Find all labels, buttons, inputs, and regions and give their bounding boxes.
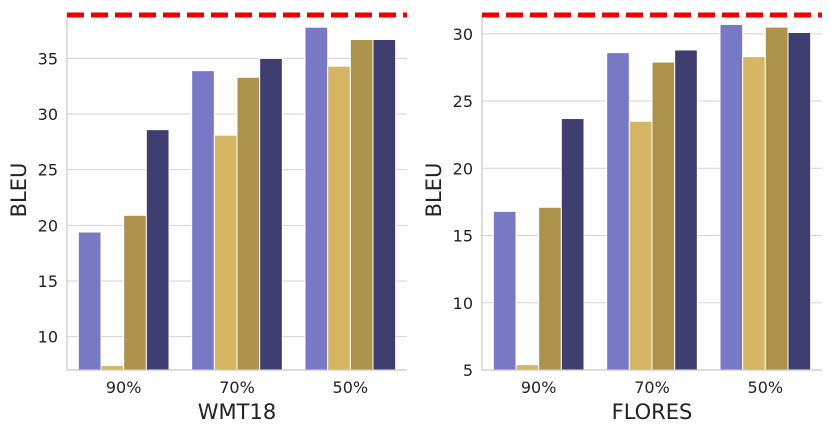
y-tick-label: 15 bbox=[453, 227, 473, 246]
x-axis-label: WMT18 bbox=[198, 400, 276, 424]
y-tick-label: 5 bbox=[463, 361, 473, 380]
x-axis-label: FLORES bbox=[612, 400, 693, 424]
x-tick-label: 50% bbox=[333, 378, 369, 397]
y-tick-label: 30 bbox=[38, 105, 58, 124]
bar-50pct-series-1 bbox=[304, 26, 329, 371]
bar-70pct-series-3 bbox=[651, 61, 676, 371]
bar-70pct-series-4 bbox=[259, 57, 283, 371]
bar-70pct-series-1 bbox=[606, 52, 630, 371]
bar-50pct-series-2 bbox=[327, 65, 351, 371]
bar-90pct-series-3 bbox=[123, 214, 147, 371]
bar-50pct-series-1 bbox=[719, 23, 744, 371]
bar-50pct-series-3 bbox=[349, 38, 374, 371]
bar-70pct-series-1 bbox=[191, 70, 215, 371]
x-tick-label: 50% bbox=[748, 378, 784, 397]
chart-flores: BLEU FLORES 5 10 15 20 25 30 90% 70% 50% bbox=[422, 12, 822, 424]
bar-90pct-series-2 bbox=[515, 364, 540, 371]
y-axis-label: BLEU bbox=[7, 163, 31, 218]
y-tick-label: 10 bbox=[453, 294, 473, 313]
chart-wmt18: BLEU WMT18 10 15 20 25 30 35 90% 70% 50% bbox=[7, 12, 407, 424]
y-tick-label: 30 bbox=[453, 25, 473, 44]
bar-70pct-series-4 bbox=[674, 49, 698, 371]
bar-70pct-series-2 bbox=[213, 134, 238, 371]
y-tick-label: 20 bbox=[453, 159, 473, 178]
y-tick-label: 15 bbox=[38, 272, 58, 291]
y-tick-label: 20 bbox=[38, 216, 58, 235]
y-tick-label: 35 bbox=[38, 49, 58, 68]
y-axis-label: BLEU bbox=[422, 163, 446, 218]
bar-50pct-series-4 bbox=[372, 38, 397, 371]
y-tick-label: 25 bbox=[453, 92, 473, 111]
bar-70pct-series-3 bbox=[236, 76, 261, 371]
bar-90pct-series-2 bbox=[100, 365, 125, 371]
x-tick-label: 70% bbox=[634, 378, 670, 397]
x-tick-label: 90% bbox=[521, 378, 557, 397]
bar-70pct-series-2 bbox=[628, 120, 653, 371]
y-tick-label: 25 bbox=[38, 161, 58, 180]
bar-50pct-series-3 bbox=[764, 26, 789, 371]
bar-50pct-series-4 bbox=[787, 31, 812, 371]
bar-90pct-series-3 bbox=[538, 206, 562, 371]
x-tick-label: 90% bbox=[106, 378, 142, 397]
bar-50pct-series-2 bbox=[742, 56, 766, 371]
x-tick-label: 70% bbox=[219, 378, 255, 397]
y-tick-label: 10 bbox=[38, 328, 58, 347]
bar-90pct-series-1 bbox=[77, 231, 102, 371]
bar-90pct-series-1 bbox=[492, 210, 517, 371]
bar-90pct-series-4 bbox=[145, 129, 170, 371]
bar-90pct-series-4 bbox=[560, 118, 585, 371]
